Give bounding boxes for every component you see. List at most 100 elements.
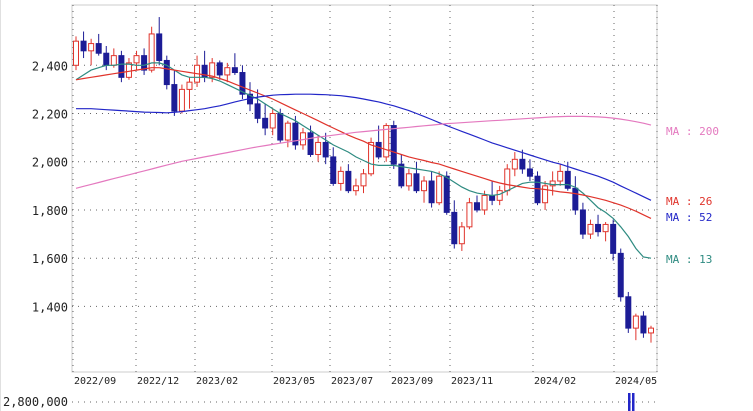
candle [436, 171, 443, 206]
candle [458, 222, 465, 251]
candle-body [579, 209, 586, 235]
candle-body [572, 187, 579, 211]
x-tick-label: 2022/09 [74, 376, 116, 387]
candle-body [254, 103, 261, 119]
candle-body [133, 55, 140, 64]
candle-body [564, 170, 571, 189]
candle-body [330, 156, 337, 184]
x-tick-label: 2023/09 [391, 376, 433, 387]
x-tick-label: 2022/12 [137, 376, 179, 387]
candle [473, 195, 480, 213]
legend-label: MA : 26 [666, 195, 712, 208]
candle [632, 313, 639, 341]
candle [579, 202, 586, 239]
x-tick-label: 2024/05 [615, 376, 657, 387]
candle-body [148, 33, 155, 71]
candle-body [125, 62, 132, 78]
candle-body [171, 84, 178, 112]
candle [375, 125, 382, 160]
candle-body [405, 173, 412, 187]
candle [496, 185, 503, 206]
candle [451, 200, 458, 249]
candle-body [390, 125, 397, 165]
candle [118, 50, 125, 83]
candles [73, 17, 654, 343]
candle-body [231, 67, 238, 74]
candle-body [80, 40, 87, 52]
candle [466, 197, 473, 230]
candle [413, 161, 420, 194]
candle-body [337, 170, 344, 184]
candle [73, 36, 79, 71]
moving-averages [75, 62, 652, 259]
volume-tick-label: 2,800,000 [3, 395, 68, 409]
candle-body [481, 194, 488, 211]
plot-frame [71, 4, 658, 373]
candle [405, 168, 412, 191]
candle-body [307, 132, 314, 156]
candle-body [315, 141, 322, 156]
x-tick-label: 2023/07 [331, 376, 373, 387]
candle [352, 178, 359, 196]
candle-body [617, 252, 624, 298]
candle [519, 149, 526, 174]
candle [186, 77, 193, 109]
candle-body [156, 33, 163, 61]
candle-body [602, 223, 609, 233]
x-tick-label: 2023/05 [273, 376, 315, 387]
candle-body [73, 40, 79, 66]
grid [71, 4, 658, 403]
candle [443, 171, 450, 215]
candle-body [118, 55, 125, 78]
y-axis-ticks: 2,400 2,200 2,000 1,800 1,600 1,400 [32, 59, 68, 314]
candle-body [110, 55, 117, 66]
y-tick-label: 2,400 [32, 59, 68, 73]
candle-body [632, 315, 639, 329]
candle-body [436, 175, 443, 204]
candle [602, 222, 609, 242]
legend-label: MA : 13 [666, 253, 712, 266]
candle-body [284, 122, 291, 141]
candle [330, 147, 337, 186]
candle-body [542, 185, 549, 204]
candle [148, 26, 155, 73]
candle [489, 181, 496, 206]
candle [292, 115, 299, 150]
ma-line [75, 67, 652, 219]
candle [625, 291, 632, 333]
candle [88, 38, 95, 66]
x-axis-ticks: 2022/09 2022/12 2023/02 2023/05 2023/07 2023/… [74, 376, 657, 387]
candle [526, 159, 533, 182]
candle [617, 248, 624, 302]
candle [610, 219, 617, 261]
volume-panel: 2,800,000 [3, 393, 635, 411]
candle [133, 50, 140, 71]
candle-body [262, 117, 269, 129]
candle-body [421, 180, 428, 192]
legend: MA : 13 MA : 26 MA : 52 MA : 200 [666, 125, 719, 266]
candle-body [360, 173, 367, 187]
candle-body [526, 168, 533, 177]
candle-body [216, 62, 223, 76]
legend-label: MA : 200 [666, 125, 719, 138]
candle-body [95, 43, 102, 54]
y-tick-label: 1,400 [32, 300, 68, 314]
candle [239, 65, 246, 100]
candle [125, 58, 132, 80]
candle-body [640, 315, 647, 334]
candle-body [428, 180, 435, 204]
candle-body [496, 190, 503, 201]
candle [156, 17, 163, 66]
ma-line [75, 115, 652, 189]
candle [231, 53, 238, 75]
candle [178, 84, 185, 114]
candle [194, 55, 201, 87]
candle-body [239, 72, 246, 95]
candle-body [610, 223, 617, 254]
candle [337, 166, 344, 191]
candle-body [375, 141, 382, 158]
x-tick-label: 2024/02 [534, 376, 576, 387]
y-tick-label: 1,800 [32, 204, 68, 218]
ma-line [75, 62, 652, 259]
